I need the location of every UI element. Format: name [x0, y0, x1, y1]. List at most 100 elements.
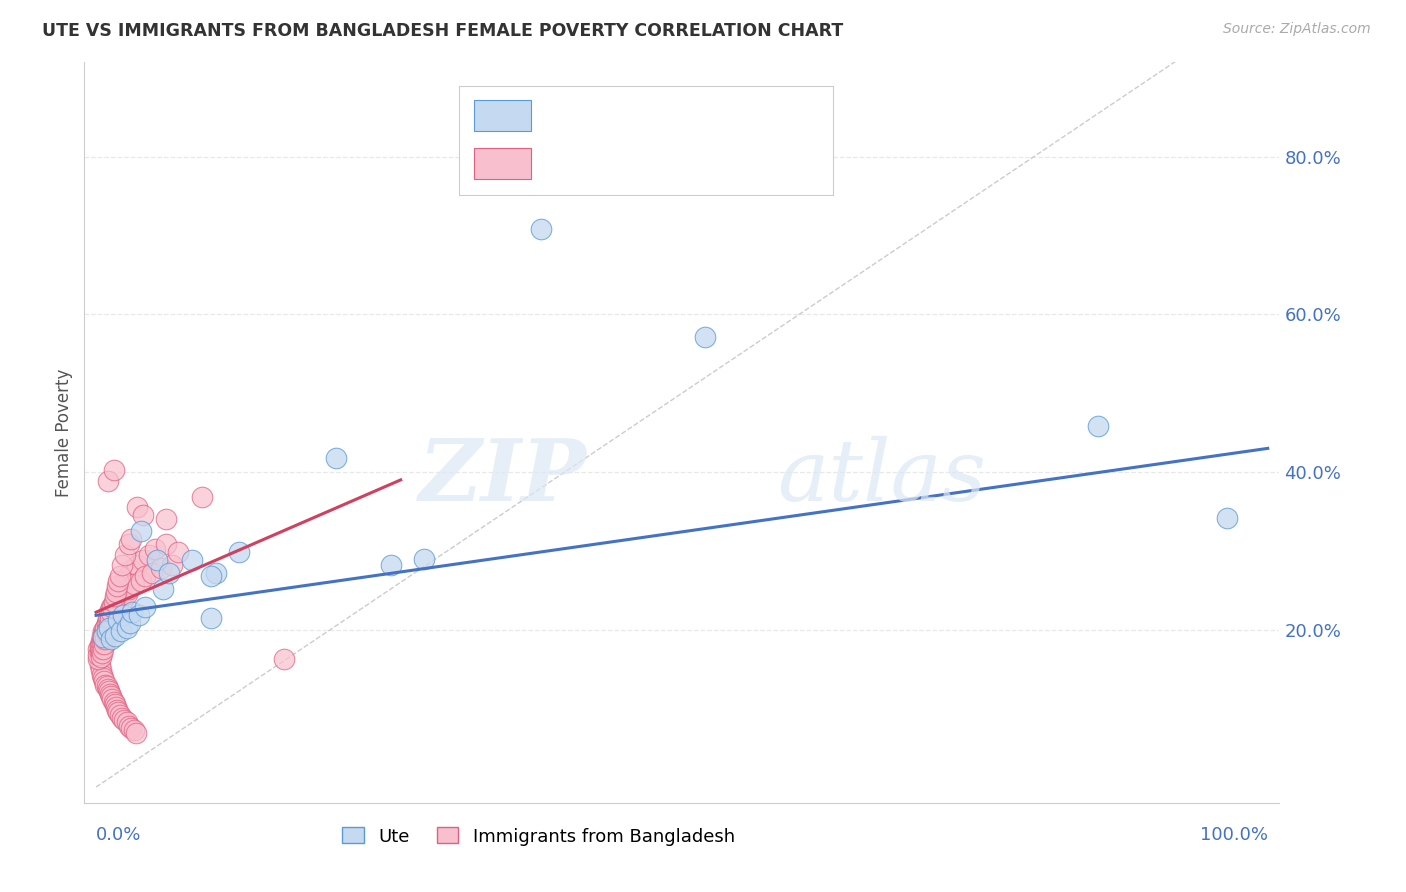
Point [149, 561, 172, 575]
Point [104, 592, 127, 607]
Point [530, 222, 553, 236]
Point [103, 463, 125, 477]
Point [128, 608, 150, 623]
Point [100, 615, 122, 629]
Point [228, 545, 250, 559]
Y-axis label: Female Poverty: Female Poverty [55, 368, 73, 497]
Point [200, 569, 222, 583]
Point [134, 600, 156, 615]
Point [98, 605, 120, 619]
Point [98, 618, 121, 632]
Point [89, 657, 111, 672]
Point [105, 603, 127, 617]
Text: 100.0%: 100.0% [1199, 826, 1268, 844]
Point [141, 566, 163, 580]
Point [111, 579, 134, 593]
Point [127, 500, 149, 515]
Point [90, 629, 114, 643]
Point [98, 610, 120, 624]
Point [91, 624, 114, 639]
Point [98, 610, 121, 624]
Point [132, 553, 155, 567]
Point [380, 558, 402, 572]
Point [94, 621, 117, 635]
Point [1216, 510, 1239, 524]
Point [90, 664, 112, 678]
Point [104, 590, 127, 604]
Point [1087, 419, 1109, 434]
Point [155, 537, 177, 551]
Point [93, 626, 115, 640]
Point [120, 616, 141, 631]
Point [200, 610, 222, 624]
Text: atlas: atlas [778, 435, 987, 518]
Point [90, 640, 114, 654]
Point [89, 648, 111, 662]
Point [98, 605, 121, 619]
Point [97, 626, 120, 640]
Point [90, 642, 112, 657]
Point [111, 711, 134, 725]
Point [104, 629, 127, 643]
Point [90, 644, 112, 658]
Point [112, 608, 135, 623]
Point [96, 616, 118, 631]
Point [273, 652, 295, 666]
Point [118, 582, 141, 596]
Point [120, 721, 142, 735]
Point [104, 698, 127, 712]
Point [103, 695, 125, 709]
Point [115, 715, 138, 730]
Text: Source: ZipAtlas.com: Source: ZipAtlas.com [1223, 22, 1371, 37]
Text: UTE VS IMMIGRANTS FROM BANGLADESH FEMALE POVERTY CORRELATION CHART: UTE VS IMMIGRANTS FROM BANGLADESH FEMALE… [42, 22, 844, 40]
Point [108, 569, 131, 583]
Point [101, 691, 124, 706]
Point [87, 642, 110, 657]
Point [90, 634, 112, 648]
Point [96, 679, 118, 693]
Point [94, 632, 117, 646]
Point [107, 613, 129, 627]
Point [167, 545, 190, 559]
Point [157, 566, 180, 580]
Point [105, 579, 128, 593]
Point [87, 652, 110, 666]
Text: 0.0%: 0.0% [96, 826, 142, 844]
Point [91, 634, 114, 648]
Point [94, 632, 117, 646]
Point [138, 548, 160, 562]
Point [112, 592, 135, 607]
Point [118, 537, 141, 551]
Point [105, 584, 127, 599]
Point [413, 551, 436, 566]
Point [101, 600, 124, 615]
Point [132, 508, 155, 523]
Point [129, 524, 152, 538]
Point [117, 569, 139, 583]
Point [94, 678, 117, 692]
Point [100, 690, 122, 704]
Point [96, 624, 118, 639]
Point [146, 553, 169, 567]
Point [110, 597, 132, 611]
Point [103, 608, 125, 623]
Point [96, 626, 118, 640]
Point [93, 626, 115, 640]
Point [111, 558, 134, 572]
Point [204, 566, 226, 580]
Point [91, 632, 114, 646]
Point [94, 621, 117, 635]
Point [97, 615, 120, 629]
Point [190, 490, 212, 504]
Point [90, 650, 112, 665]
Point [97, 621, 120, 635]
Point [107, 574, 129, 588]
Point [181, 553, 204, 567]
Point [93, 638, 115, 652]
Point [114, 574, 136, 588]
Point [98, 624, 120, 639]
Point [695, 329, 717, 343]
Point [87, 648, 110, 662]
Point [89, 644, 111, 658]
Point [96, 629, 118, 643]
